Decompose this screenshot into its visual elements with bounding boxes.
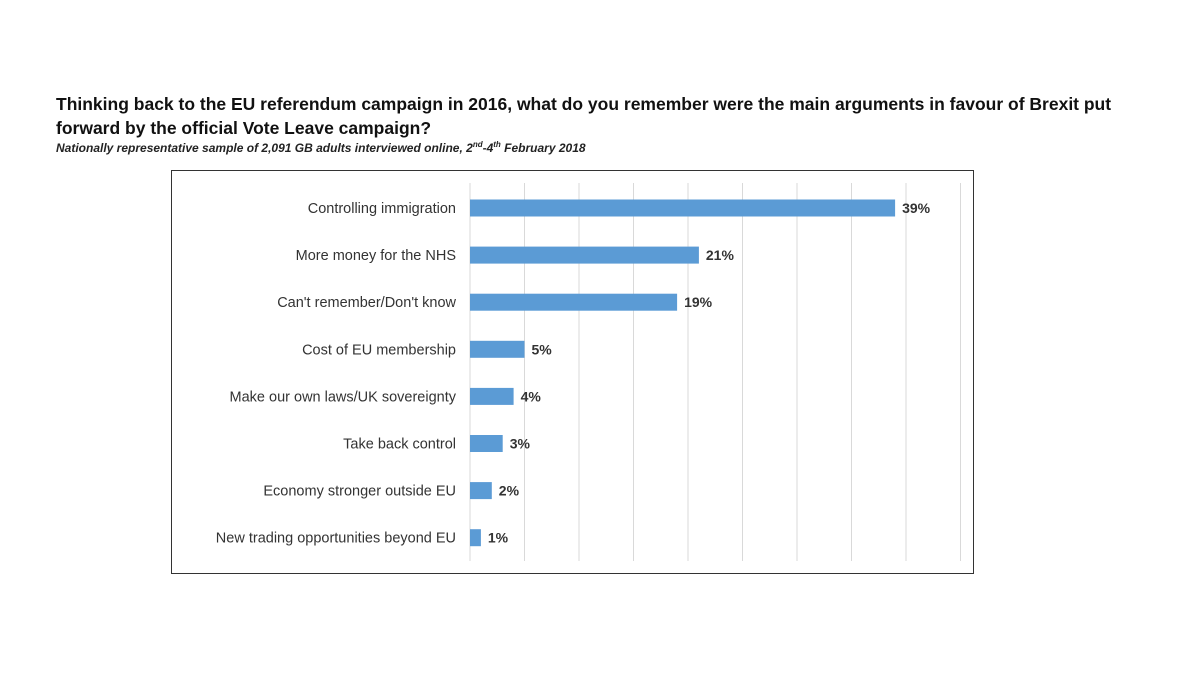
value-label: 4% — [521, 388, 542, 404]
value-label: 5% — [532, 341, 553, 357]
bar — [470, 387, 514, 405]
value-label: 39% — [902, 200, 931, 216]
bar-chart: Controlling immigration 39% More money for… — [216, 183, 961, 561]
value-label: 2% — [499, 483, 520, 499]
value-label: 19% — [684, 294, 713, 310]
category-label: New trading opportunities beyond EU — [216, 531, 456, 547]
bar — [470, 199, 896, 217]
bar — [470, 293, 678, 311]
category-label: Economy stronger outside EU — [263, 484, 456, 500]
chart-title: Thinking back to the EU referendum campa… — [56, 94, 1112, 138]
value-label: 1% — [488, 530, 509, 546]
chart-subtitle: Nationally representative sample of 2,09… — [56, 140, 586, 156]
bar — [470, 529, 481, 547]
gridlines — [469, 183, 961, 561]
category-label: Controlling immigration — [308, 201, 456, 217]
bar — [470, 435, 503, 452]
bar — [470, 482, 492, 500]
subtitle-text: Nationally representative sample of 2,09… — [56, 141, 473, 155]
labels: Controlling immigration 39% More money for… — [216, 200, 931, 547]
bar — [470, 246, 699, 264]
category-label: Make our own laws/UK sovereignty — [230, 389, 457, 405]
category-label: More money for the NHS — [296, 248, 456, 264]
chart-frame: Controlling immigration 39% More money for… — [171, 170, 974, 574]
bar — [470, 340, 525, 358]
category-label: Cost of EU membership — [302, 342, 456, 358]
subtitle-range-text: -4 — [482, 141, 494, 155]
subtitle-sup-nd: nd — [472, 140, 483, 149]
subtitle-date-text: February 2018 — [500, 141, 586, 155]
bars — [470, 199, 896, 547]
category-label: Take back control — [343, 437, 456, 453]
value-label: 21% — [706, 247, 735, 263]
value-label: 3% — [510, 436, 531, 452]
subtitle-sup-th: th — [493, 140, 501, 149]
category-label: Can't remember/Don't know — [277, 295, 456, 311]
